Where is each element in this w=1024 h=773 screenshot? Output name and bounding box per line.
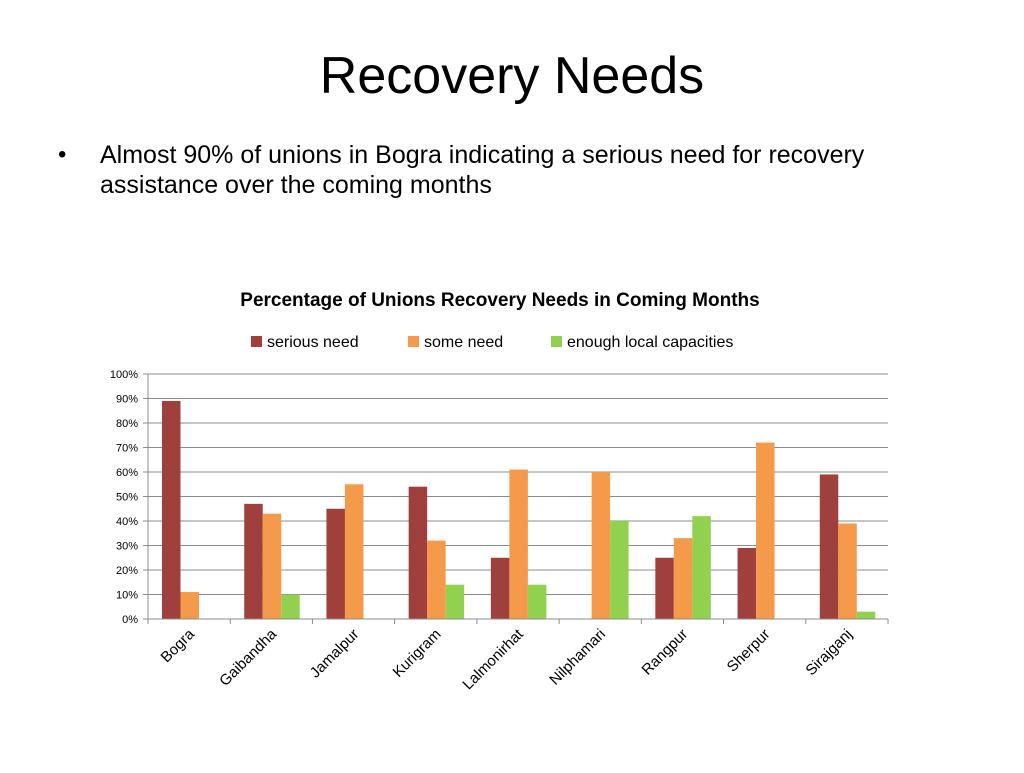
y-tick-label: 30% — [116, 541, 138, 553]
slide-title: Recovery Needs — [319, 47, 705, 105]
y-tick-label: 60% — [116, 467, 138, 479]
x-tick-label: Gaibandha — [216, 625, 280, 689]
bar-some-need-lalmonirhat — [509, 469, 528, 619]
chart-bars — [162, 400, 876, 619]
bar-serious-need-kurigram — [408, 486, 428, 619]
bar-serious-need-jamalpur — [326, 508, 345, 619]
bar-some-need-kurigram — [427, 540, 446, 619]
bar-enough-local-capacities-sirajganj — [856, 611, 876, 619]
legend-label: some need — [424, 334, 503, 351]
bar-serious-need-gaibandha — [244, 503, 263, 619]
bar-enough-local-capacities-rangpur — [692, 516, 711, 619]
bar-serious-need-rangpur — [655, 557, 674, 619]
chart-area: Percentage of Unions Recovery Needs in C… — [0, 280, 1024, 768]
x-tick-label: Bogra — [158, 625, 199, 666]
bar-some-need-sirajganj — [838, 523, 857, 619]
bar-some-need-gaibandha — [262, 513, 282, 619]
legend-swatch — [408, 336, 419, 347]
bar-serious-need-lalmonirhat — [490, 557, 510, 619]
bar-serious-need-sherpur — [737, 547, 757, 619]
x-tick-label: Sherpur — [724, 626, 774, 676]
y-tick-label: 20% — [116, 565, 138, 577]
y-tick-label: 90% — [116, 394, 138, 406]
x-tick-label: Rangpur — [639, 626, 692, 679]
x-tick-label: Jamalpur — [307, 626, 363, 682]
x-tick-label: Sirajganj — [802, 626, 855, 679]
bar-some-need-rangpur — [673, 538, 693, 619]
bar-serious-need-bogra — [162, 400, 181, 619]
legend-label: enough local capacities — [567, 334, 733, 351]
y-tick-label: 0% — [122, 614, 138, 626]
bar-some-need-jamalpur — [344, 484, 364, 619]
y-tick-label: 10% — [116, 590, 138, 602]
legend-label: serious need — [267, 334, 359, 351]
x-tick-label: Lalmonirhat — [459, 625, 527, 693]
bar-some-need-nilphamari — [591, 472, 611, 619]
bar-some-need-sherpur — [756, 442, 775, 619]
y-tick-label: 80% — [116, 418, 138, 430]
chart-title: Percentage of Unions Recovery Needs in C… — [240, 290, 759, 311]
bar-chart: Percentage of Unions Recovery Needs in C… — [110, 290, 889, 693]
y-tick-label: 100% — [110, 369, 138, 381]
y-axis-ticks: 0% 10% 20% 30% 40% 50% 60% 70% 80% 90% 100% — [110, 369, 148, 626]
legend-swatch — [251, 336, 262, 347]
bar-some-need-bogra — [180, 592, 199, 619]
bar-enough-local-capacities-gaibandha — [281, 594, 300, 619]
x-tick-label: Nilphamari — [546, 626, 609, 689]
chart-legend: serious need some need enough local capaci… — [251, 334, 733, 351]
y-tick-label: 40% — [116, 516, 138, 528]
bar-enough-local-capacities-kurigram — [445, 584, 465, 619]
bullet-dot: • — [58, 141, 67, 168]
y-tick-label: 70% — [116, 443, 138, 455]
x-axis-ticks: Bogra Gaibandha Jamalpur Kurigram Lalmonirha… — [147, 619, 889, 693]
bullet-text: Almost 90% of unions in Bogra indicating… — [100, 141, 865, 199]
chart-axes — [147, 374, 888, 620]
bar-enough-local-capacities-nilphamari — [610, 521, 629, 619]
bar-enough-local-capacities-lalmonirhat — [527, 584, 547, 619]
y-tick-label: 50% — [116, 492, 138, 504]
x-tick-label: Kurigram — [390, 626, 445, 681]
legend-swatch — [551, 336, 562, 347]
bar-serious-need-sirajganj — [819, 474, 839, 619]
